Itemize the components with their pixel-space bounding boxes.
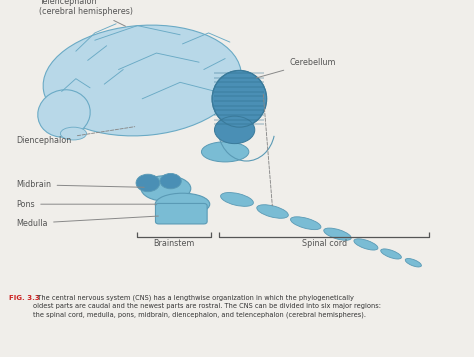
Ellipse shape [381,249,401,259]
Text: Spinal cord: Spinal cord [301,239,347,248]
FancyBboxPatch shape [155,203,207,224]
Ellipse shape [405,258,421,267]
Text: Cerebellum: Cerebellum [256,58,336,78]
Ellipse shape [201,142,249,162]
Ellipse shape [291,217,321,230]
Ellipse shape [214,116,255,144]
Ellipse shape [324,228,351,240]
Text: The central nervous system (CNS) has a lengthwise organization in which the phyl: The central nervous system (CNS) has a l… [33,295,381,318]
Ellipse shape [257,205,288,218]
Text: Medulla: Medulla [17,216,158,228]
Ellipse shape [38,90,90,137]
Ellipse shape [160,174,181,189]
Ellipse shape [141,176,191,201]
Text: Brainstem: Brainstem [153,239,195,248]
Ellipse shape [220,192,254,206]
Ellipse shape [354,239,378,250]
Text: Telencephalon
(cerebral hemispheres): Telencephalon (cerebral hemispheres) [39,0,133,26]
Text: FIG. 3.3: FIG. 3.3 [9,295,39,301]
Text: Diencephalon: Diencephalon [17,127,135,145]
Text: Pons: Pons [17,200,156,209]
Ellipse shape [212,70,267,127]
Ellipse shape [136,174,160,192]
Ellipse shape [155,193,210,215]
Ellipse shape [43,25,241,136]
Ellipse shape [61,127,86,140]
Text: Midbrain: Midbrain [17,180,144,189]
